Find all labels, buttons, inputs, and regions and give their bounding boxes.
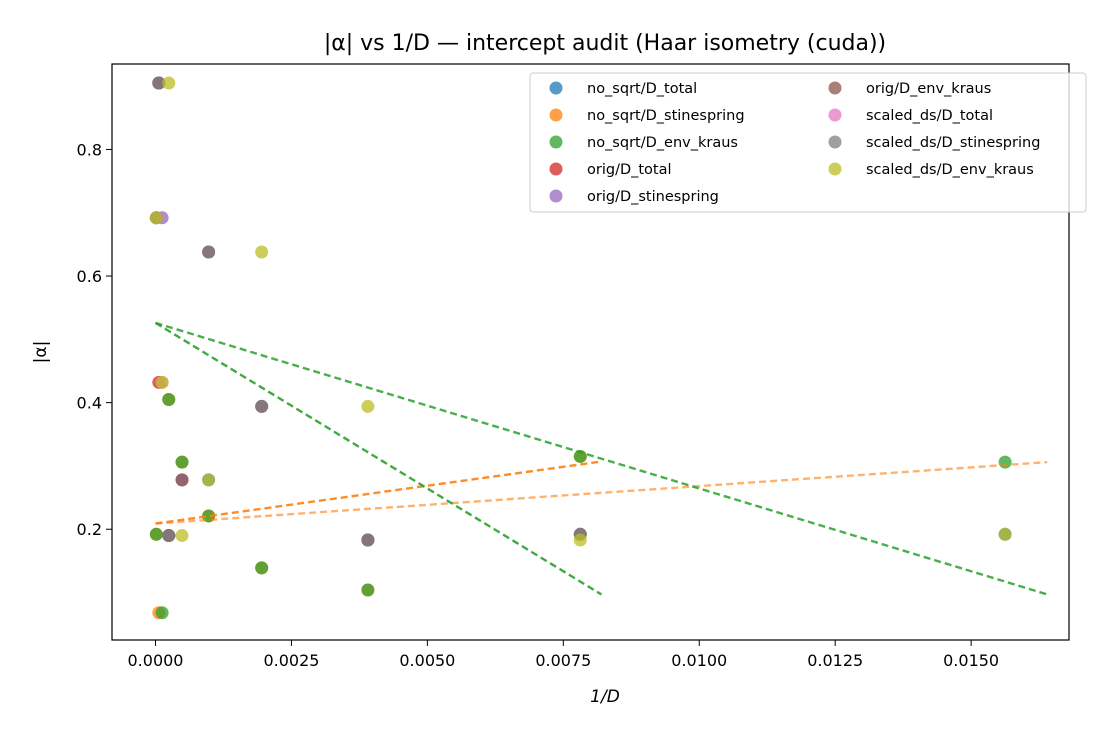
legend-label: orig/D_env_kraus xyxy=(866,81,991,97)
plot-marks xyxy=(149,76,1048,620)
fit-line-3 xyxy=(155,321,1048,596)
plot-frame xyxy=(111,63,1070,641)
y-tick-label: 0.6 xyxy=(77,267,102,286)
data-point-no-sqrt-d-env-kraus-1 xyxy=(155,606,169,620)
data-point-scaled-ds-d-env-kraus-3 xyxy=(175,529,189,543)
x-axis-label: 1/D xyxy=(590,687,620,707)
legend-entry-orig-d-env-kraus: orig/D_env_kraus xyxy=(828,81,991,97)
legend-label: no_sqrt/D_env_kraus xyxy=(587,135,738,151)
x-tick-label: 0.0000 xyxy=(128,651,184,670)
data-point-scaled-ds-d-env-kraus-5 xyxy=(255,245,269,259)
legend-frame xyxy=(529,72,1087,213)
legend-label: no_sqrt/D_stinespring xyxy=(587,108,745,124)
legend-entry-no-sqrt-d-total: no_sqrt/D_total xyxy=(549,81,697,97)
data-point-scaled-ds-d-stinespring-1 xyxy=(152,76,166,90)
y-axis-label: |α| xyxy=(31,341,51,364)
chart-title: |α| vs 1/D — intercept audit (Haar isome… xyxy=(324,31,886,56)
x-tick-label: 0.0025 xyxy=(263,651,319,670)
legend-label: scaled_ds/D_total xyxy=(866,108,993,124)
legend-marker xyxy=(828,162,842,176)
data-point-no-sqrt-d-env-kraus-0 xyxy=(149,527,163,541)
data-point-no-sqrt-d-env-kraus-7 xyxy=(573,449,587,463)
legend-marker xyxy=(549,108,563,122)
data-point-no-sqrt-d-env-kraus-8 xyxy=(998,455,1012,469)
legend-items: no_sqrt/D_total no_sqrt/D_stinespring no_s… xyxy=(549,81,1040,205)
data-point-scaled-ds-d-env-kraus-0 xyxy=(149,211,163,225)
data-point-no-sqrt-d-env-kraus-2 xyxy=(162,392,176,406)
x-tick-label: 0.0050 xyxy=(399,651,455,670)
x-tick-label: 0.0150 xyxy=(943,651,999,670)
legend-marker xyxy=(828,108,842,122)
fit-line-1 xyxy=(155,460,1048,525)
y-tick-label: 0.2 xyxy=(77,520,102,539)
x-tick-label: 0.0075 xyxy=(535,651,591,670)
y-tick-label: 0.4 xyxy=(77,394,102,413)
legend-label: orig/D_stinespring xyxy=(587,189,719,205)
fit-line-0 xyxy=(155,460,602,525)
legend-entry-scaled-ds-d-env-kraus: scaled_ds/D_env_kraus xyxy=(828,162,1034,178)
data-point-scaled-ds-d-env-kraus-8 xyxy=(998,527,1012,541)
legend: no_sqrt/D_total no_sqrt/D_stinespring no_s… xyxy=(529,72,1087,213)
data-point-scaled-ds-d-env-kraus-7 xyxy=(573,533,587,547)
data-point-scaled-ds-d-stinespring-3 xyxy=(202,245,216,259)
legend-label: scaled_ds/D_env_kraus xyxy=(866,162,1034,178)
data-point-scaled-ds-d-stinespring-4 xyxy=(255,399,269,413)
x-axis: 0.0000 0.0025 0.0050 0.0075 0.0100 0.0125 0.01… xyxy=(128,640,999,670)
legend-entry-no-sqrt-d-stinespring: no_sqrt/D_stinespring xyxy=(549,108,745,124)
data-point-scaled-ds-d-env-kraus-6 xyxy=(361,399,375,413)
legend-marker xyxy=(549,162,563,176)
y-tick-label: 0.8 xyxy=(77,140,102,159)
legend-entry-orig-d-stinespring: orig/D_stinespring xyxy=(549,189,719,205)
fit-line-2 xyxy=(154,321,602,596)
legend-marker xyxy=(828,135,842,149)
legend-marker xyxy=(549,135,563,149)
data-point-scaled-ds-d-env-kraus-4 xyxy=(202,473,216,487)
legend-entry-orig-d-total: orig/D_total xyxy=(549,162,672,178)
y-axis: 0.2 0.4 0.6 0.8 xyxy=(77,140,112,539)
data-point-no-sqrt-d-env-kraus-6 xyxy=(361,583,375,597)
data-point-no-sqrt-d-env-kraus-5 xyxy=(255,561,269,575)
legend-label: scaled_ds/D_stinespring xyxy=(866,135,1040,151)
x-tick-label: 0.0125 xyxy=(807,651,863,670)
data-point-scaled-ds-d-env-kraus-1 xyxy=(155,375,169,389)
legend-entry-scaled-ds-d-stinespring: scaled_ds/D_stinespring xyxy=(828,135,1040,151)
legend-entry-no-sqrt-d-env-kraus: no_sqrt/D_env_kraus xyxy=(549,135,738,151)
x-tick-label: 0.0100 xyxy=(671,651,727,670)
data-point-no-sqrt-d-env-kraus-3 xyxy=(175,455,189,469)
legend-entry-scaled-ds-d-total: scaled_ds/D_total xyxy=(828,108,993,124)
legend-marker xyxy=(828,81,842,95)
data-point-scaled-ds-d-env-kraus-2 xyxy=(162,76,176,90)
data-point-scaled-ds-d-stinespring-5 xyxy=(361,533,375,547)
legend-label: orig/D_total xyxy=(587,162,672,178)
legend-marker xyxy=(549,81,563,95)
data-point-orig-d-env-kraus-2 xyxy=(175,473,189,487)
legend-label: no_sqrt/D_total xyxy=(587,81,697,97)
data-point-scaled-ds-d-stinespring-2 xyxy=(162,529,176,543)
legend-marker xyxy=(549,189,563,203)
